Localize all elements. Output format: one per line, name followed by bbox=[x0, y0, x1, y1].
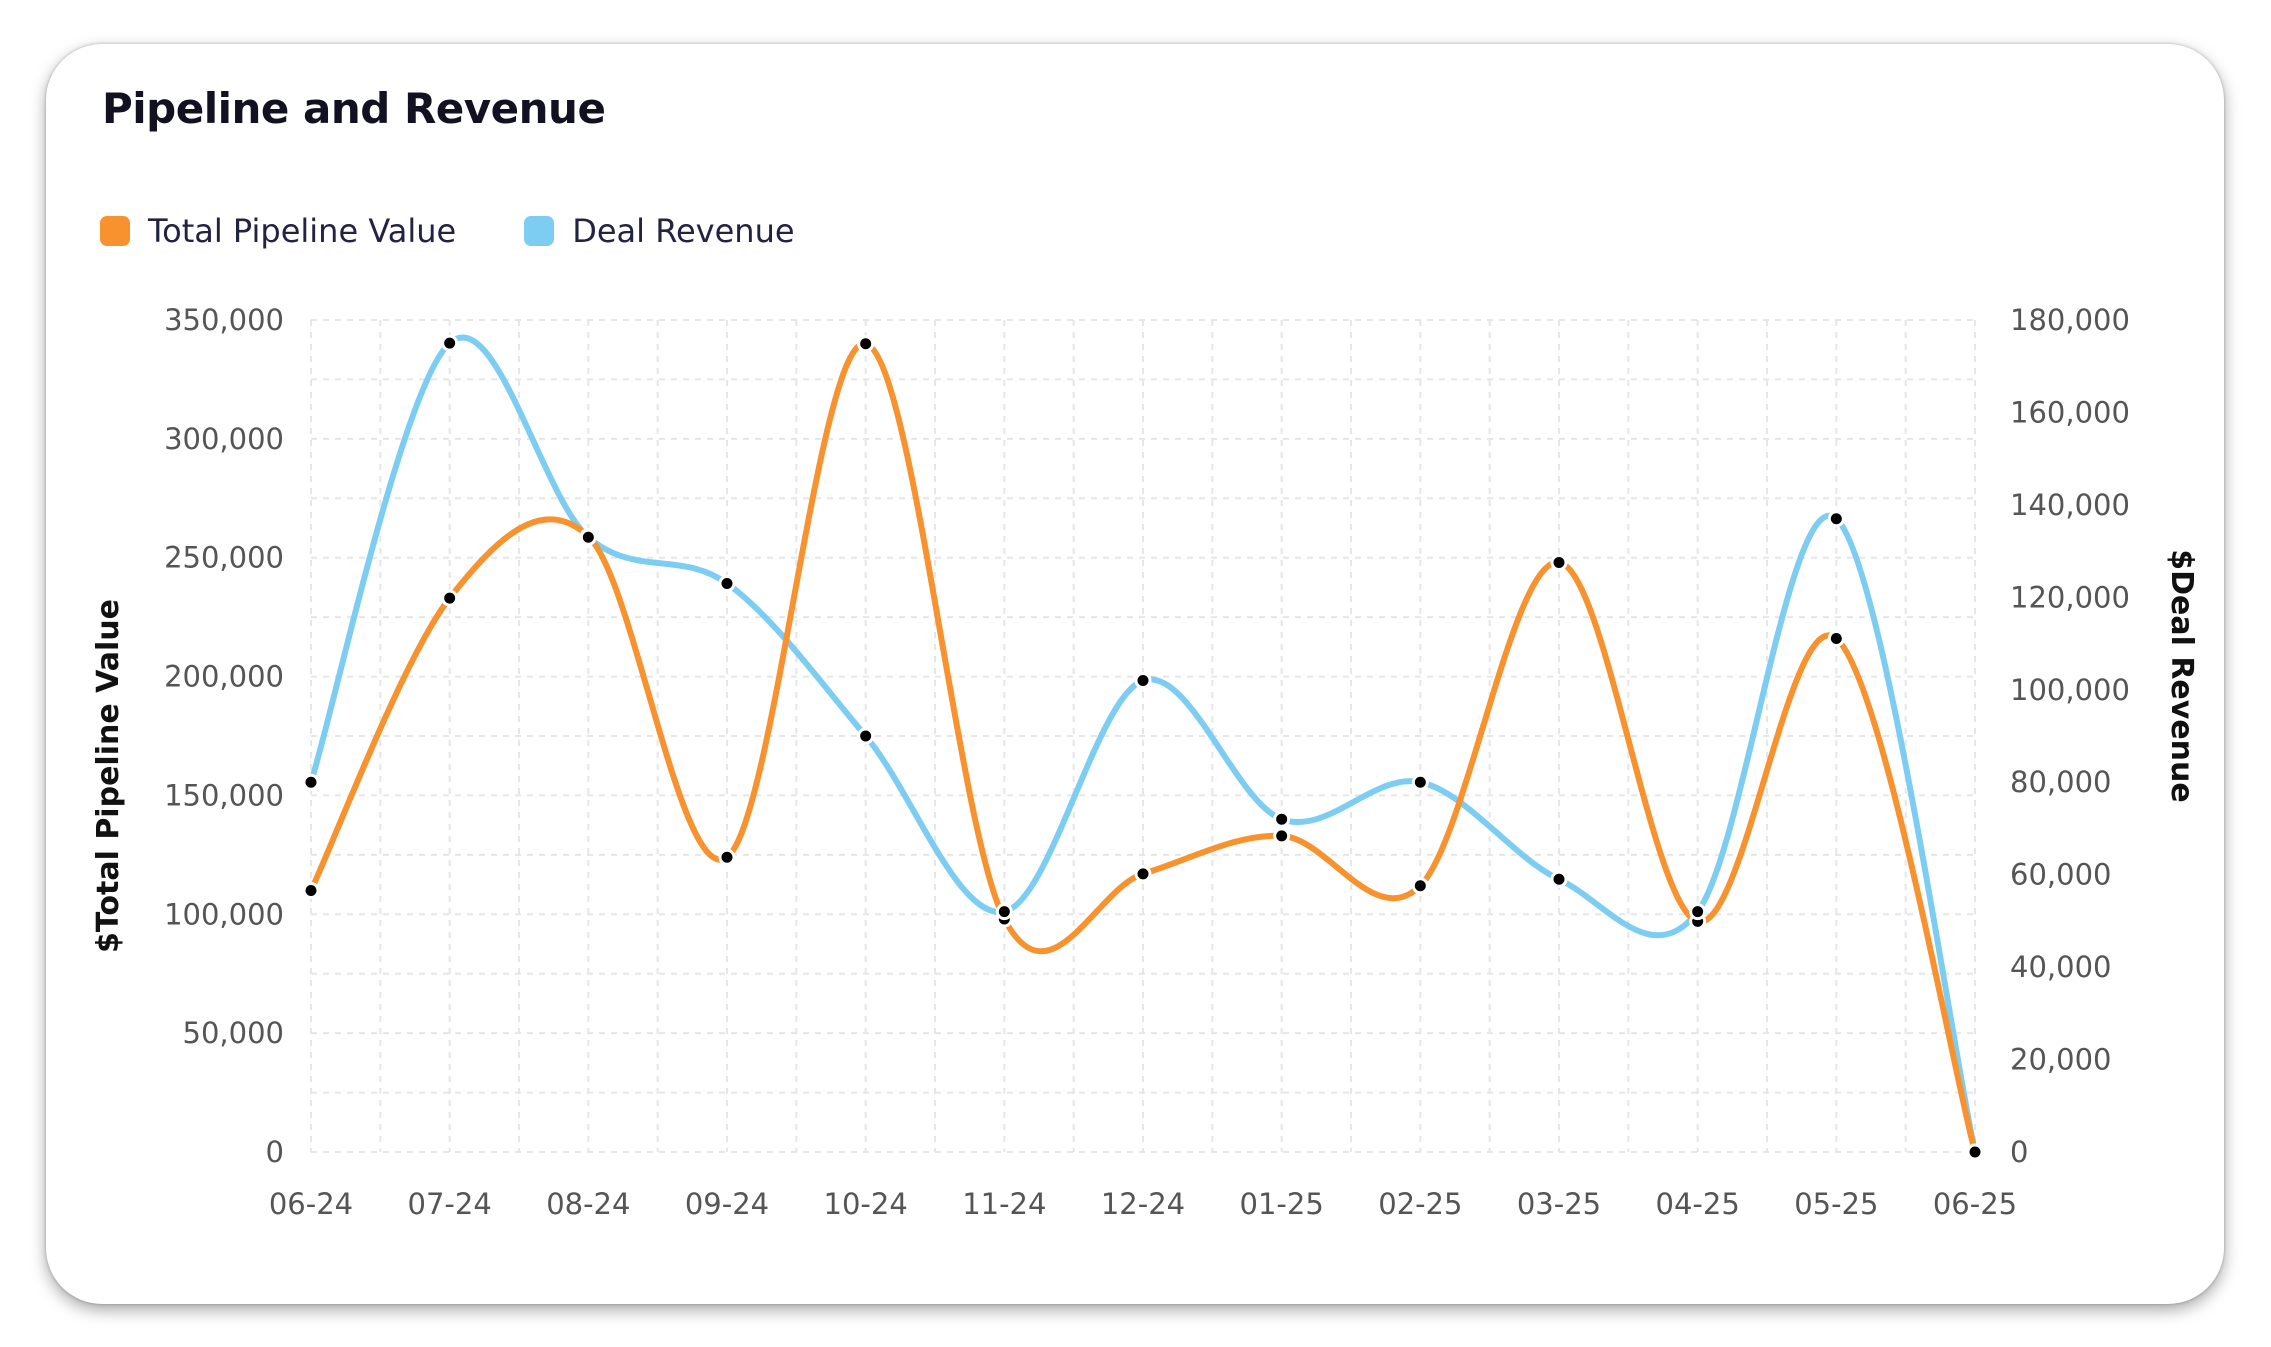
data-point-deal-revenue[interactable] bbox=[718, 574, 736, 592]
chart-legend: Total Pipeline Value Deal Revenue bbox=[100, 212, 863, 250]
legend-item-total-pipeline-value[interactable]: Total Pipeline Value bbox=[100, 212, 456, 250]
data-point-deal-revenue[interactable] bbox=[1134, 672, 1152, 690]
y-left-tick-label: 300,000 bbox=[164, 422, 284, 456]
x-tick-label: 09-24 bbox=[685, 1187, 769, 1221]
y-right-tick-label: 80,000 bbox=[2010, 765, 2111, 799]
data-point-total-pipeline-value[interactable] bbox=[1550, 553, 1568, 571]
y-right-tick-label: 160,000 bbox=[2010, 395, 2130, 429]
y-left-tick-label: 0 bbox=[266, 1135, 284, 1169]
tick-layer: 350,000 300,000 250,000 200,000 150,000 100,0… bbox=[164, 303, 2130, 1221]
data-point-deal-revenue[interactable] bbox=[579, 528, 597, 546]
x-tick-label: 12-24 bbox=[1101, 1187, 1185, 1221]
x-tick-label: 04-25 bbox=[1656, 1187, 1740, 1221]
x-tick-label: 02-25 bbox=[1378, 1187, 1462, 1221]
chart-title: Pipeline and Revenue bbox=[102, 84, 606, 133]
y-left-tick-label: 250,000 bbox=[164, 541, 284, 575]
data-point-deal-revenue[interactable] bbox=[1550, 870, 1568, 888]
series-line-deal-revenue bbox=[308, 334, 1978, 1155]
x-tick-label: 05-25 bbox=[1794, 1187, 1878, 1221]
y-left-tick-label: 200,000 bbox=[164, 660, 284, 694]
data-point-deal-revenue[interactable] bbox=[1966, 1143, 1984, 1161]
marker-layer bbox=[302, 334, 1984, 1161]
legend-item-deal-revenue[interactable]: Deal Revenue bbox=[524, 212, 795, 250]
legend-swatch-deal-revenue bbox=[524, 216, 555, 246]
y-right-tick-label: 180,000 bbox=[2010, 303, 2130, 337]
data-point-deal-revenue[interactable] bbox=[441, 334, 459, 352]
series-layer bbox=[308, 334, 1978, 1155]
x-tick-label: 10-24 bbox=[824, 1187, 908, 1221]
y-right-tick-label: 0 bbox=[2010, 1135, 2028, 1169]
data-point-deal-revenue[interactable] bbox=[1827, 510, 1845, 528]
x-tick-label: 07-24 bbox=[408, 1187, 492, 1221]
y-right-tick-label: 140,000 bbox=[2010, 488, 2130, 522]
legend-label-deal-revenue: Deal Revenue bbox=[572, 212, 795, 250]
x-tick-label: 11-24 bbox=[962, 1187, 1046, 1221]
y-left-tick-label: 50,000 bbox=[183, 1016, 284, 1050]
data-point-total-pipeline-value[interactable] bbox=[1134, 865, 1152, 883]
x-tick-label: 03-25 bbox=[1517, 1187, 1601, 1221]
y-right-tick-label: 20,000 bbox=[2010, 1043, 2111, 1077]
data-point-total-pipeline-value[interactable] bbox=[302, 882, 320, 900]
data-point-deal-revenue[interactable] bbox=[1273, 810, 1291, 828]
y-axis-right-title: $Deal Revenue bbox=[2164, 549, 2199, 803]
data-point-total-pipeline-value[interactable] bbox=[857, 335, 875, 353]
y-left-tick-label: 100,000 bbox=[164, 897, 284, 931]
data-point-total-pipeline-value[interactable] bbox=[1827, 630, 1845, 648]
x-tick-label: 06-24 bbox=[269, 1187, 353, 1221]
y-right-tick-label: 60,000 bbox=[2010, 858, 2111, 892]
y-left-tick-label: 150,000 bbox=[164, 778, 284, 812]
x-tick-label: 06-25 bbox=[1933, 1187, 2017, 1221]
data-point-total-pipeline-value[interactable] bbox=[1411, 877, 1429, 895]
data-point-total-pipeline-value[interactable] bbox=[441, 589, 459, 607]
y-left-tick-label: 350,000 bbox=[164, 303, 284, 337]
data-point-total-pipeline-value[interactable] bbox=[718, 848, 736, 866]
legend-swatch-total-pipeline-value bbox=[100, 216, 130, 246]
y-right-tick-label: 40,000 bbox=[2010, 950, 2111, 984]
grid-layer bbox=[310, 319, 1976, 1153]
x-tick-label: 01-25 bbox=[1240, 1187, 1324, 1221]
x-tick-label: 08-24 bbox=[546, 1187, 630, 1221]
y-right-tick-label: 120,000 bbox=[2010, 580, 2130, 614]
y-right-tick-label: 100,000 bbox=[2010, 673, 2130, 707]
legend-label-total-pipeline-value: Total Pipeline Value bbox=[148, 212, 457, 250]
data-point-deal-revenue[interactable] bbox=[302, 773, 320, 791]
data-point-total-pipeline-value[interactable] bbox=[1273, 827, 1291, 845]
data-point-deal-revenue[interactable] bbox=[857, 727, 875, 745]
data-point-deal-revenue[interactable] bbox=[1689, 903, 1707, 921]
data-point-deal-revenue[interactable] bbox=[1411, 773, 1429, 791]
series-line-total-pipeline-value bbox=[308, 340, 1978, 1155]
data-point-deal-revenue[interactable] bbox=[995, 903, 1013, 921]
y-axis-left-title: $Total Pipeline Value bbox=[91, 599, 126, 953]
